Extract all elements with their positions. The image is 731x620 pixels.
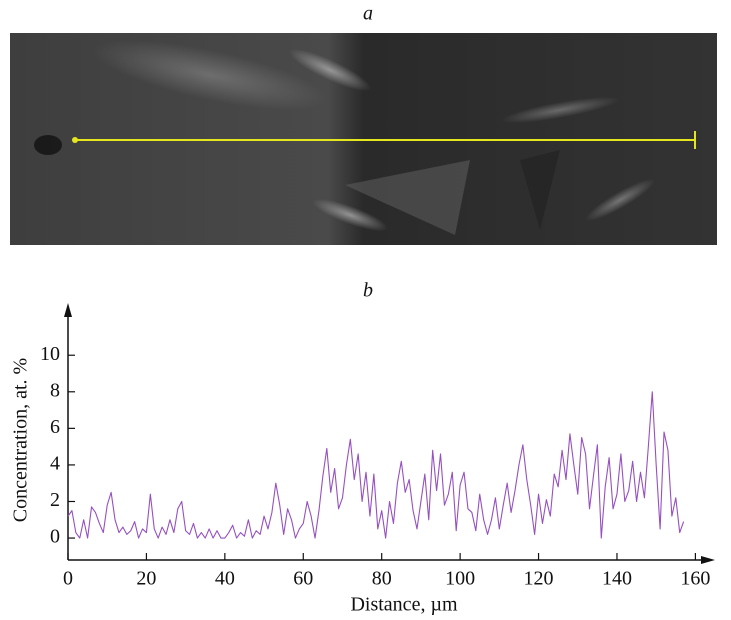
data-line xyxy=(67,391,685,539)
x-tick-label: 20 xyxy=(136,568,156,590)
panel-label: b xyxy=(363,280,373,302)
panel-label: a xyxy=(363,3,373,25)
x-tick-label: 80 xyxy=(372,568,392,590)
micrograph xyxy=(10,33,717,245)
y-tick-label: 10 xyxy=(40,343,60,365)
y-axis-arrow xyxy=(64,303,72,317)
y-tick-label: 0 xyxy=(50,526,60,548)
y-tick-label: 2 xyxy=(50,489,60,511)
x-tick-label: 60 xyxy=(293,568,313,590)
x-tick-label: 100 xyxy=(445,568,475,590)
x-tick-label: 160 xyxy=(680,568,710,590)
y-axis-label: Concentration, at. % xyxy=(10,358,32,522)
x-tick-label: 120 xyxy=(524,568,554,590)
x-tick-label: 40 xyxy=(215,568,235,590)
y-tick-label: 6 xyxy=(50,416,60,438)
x-tick-label: 0 xyxy=(63,568,73,590)
x-tick-label: 140 xyxy=(602,568,632,590)
x-axis-arrow xyxy=(701,556,715,564)
y-tick-label: 8 xyxy=(50,379,60,401)
y-tick-label: 4 xyxy=(50,453,60,475)
x-axis-label: Distance, µm xyxy=(350,594,457,616)
